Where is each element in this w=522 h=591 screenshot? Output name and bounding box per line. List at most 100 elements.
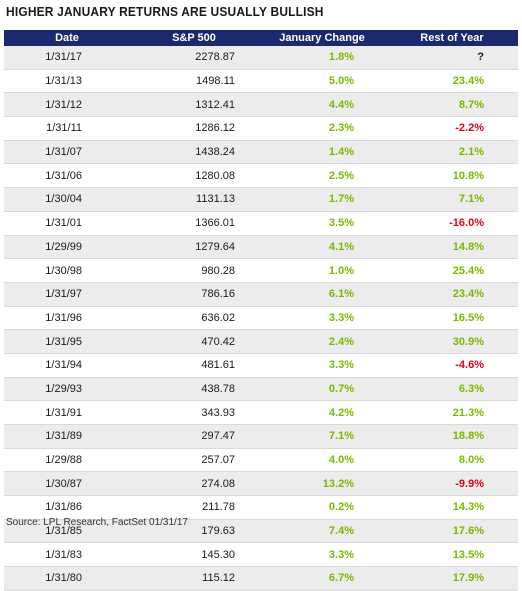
cell-sp500: 786.16 [130, 288, 258, 300]
table-row: 1/31/95 470.42 2.4% 30.9% [4, 330, 518, 354]
cell-date-value: 1/31/17 [45, 51, 82, 64]
cell-date-value: 1/31/11 [46, 122, 82, 135]
cell-january-change-value: 3.3% [328, 311, 354, 324]
cell-january-change-value: 13.2% [322, 477, 354, 490]
cell-rest-of-year: 17.6% [386, 525, 518, 537]
cell-sp500: 145.30 [130, 549, 258, 561]
cell-date-value: 1/31/80 [45, 572, 82, 585]
cell-january-change-value: 2.5% [328, 169, 354, 182]
header-january-change: January Change [279, 32, 365, 44]
table-header: Date S&P 500 January Change Rest of Year [4, 30, 518, 46]
cell-january-change-value: 3.3% [328, 548, 354, 561]
cell-sp500: 1366.01 [130, 217, 258, 229]
cell-rest-of-year-value: 6.3% [458, 382, 484, 395]
cell-date: 1/31/86 [4, 501, 130, 513]
cell-sp500: 1279.64 [130, 241, 258, 253]
cell-sp500: 115.12 [130, 572, 258, 584]
cell-date: 1/30/04 [4, 193, 130, 205]
cell-date: 1/29/88 [4, 454, 130, 466]
table-row: 1/31/86 211.78 0.2% 14.3% [4, 496, 518, 520]
cell-date: 1/31/97 [4, 288, 130, 300]
cell-january-change: 0.2% [258, 501, 386, 513]
cell-sp500-value: 274.08 [201, 477, 235, 490]
cell-date-value: 1/31/97 [45, 288, 82, 301]
cell-date-value: 1/29/88 [45, 454, 82, 467]
cell-january-change: 3.3% [258, 312, 386, 324]
cell-january-change: 2.3% [258, 122, 386, 134]
cell-january-change: 1.8% [258, 51, 386, 63]
cell-january-change: 2.4% [258, 336, 386, 348]
cell-date-value: 1/31/07 [45, 146, 82, 159]
cell-rest-of-year: -4.6% [386, 359, 518, 371]
cell-january-change-value: 1.7% [328, 193, 354, 206]
cell-rest-of-year: 13.5% [386, 549, 518, 561]
cell-rest-of-year: 17.9% [386, 572, 518, 584]
table-row: 1/31/01 1366.01 3.5% -16.0% [4, 211, 518, 236]
cell-sp500-value: 343.93 [201, 406, 235, 419]
cell-january-change: 7.1% [258, 430, 386, 442]
cell-sp500: 636.02 [130, 312, 258, 324]
cell-sp500: 1438.24 [130, 146, 258, 158]
table-row: 1/29/99 1279.64 4.1% 14.8% [4, 235, 518, 260]
cell-date-value: 1/30/04 [45, 193, 82, 206]
cell-rest-of-year-value: -4.6% [455, 359, 484, 372]
cell-sp500: 1312.41 [130, 99, 258, 111]
header-rest-of-year: Rest of Year [420, 32, 484, 44]
cell-date: 1/31/85 [4, 525, 130, 537]
cell-date: 1/31/80 [4, 572, 130, 584]
chart-title: HIGHER JANUARY RETURNS ARE USUALLY BULLI… [6, 4, 324, 19]
table-row: 1/31/89 297.47 7.1% 18.8% [4, 425, 518, 449]
cell-rest-of-year-value: 23.4% [452, 288, 484, 301]
cell-january-change: 6.1% [258, 288, 386, 300]
cell-sp500-value: 297.47 [201, 430, 235, 443]
cell-sp500: 1280.08 [130, 170, 258, 182]
cell-sp500-value: 257.07 [201, 454, 235, 467]
cell-rest-of-year: 14.3% [386, 501, 518, 513]
cell-sp500-value: 115.12 [202, 572, 235, 585]
cell-january-change: 4.2% [258, 407, 386, 419]
cell-date-value: 1/30/87 [45, 477, 82, 490]
cell-sp500: 297.47 [130, 430, 258, 442]
cell-sp500-value: 438.78 [201, 382, 235, 395]
cell-date: 1/31/95 [4, 336, 130, 348]
cell-date-value: 1/31/06 [45, 169, 82, 182]
table-row: 1/31/80 115.12 6.7% 17.9% [4, 567, 518, 591]
cell-rest-of-year-value: -9.9% [455, 477, 484, 490]
cell-january-change: 4.1% [258, 241, 386, 253]
cell-rest-of-year: 23.4% [386, 75, 518, 87]
cell-sp500-value: 1366.01 [195, 217, 235, 230]
cell-rest-of-year-value: 23.4% [452, 75, 484, 88]
cell-sp500: 1286.12 [130, 122, 258, 134]
cell-date-value: 1/31/83 [45, 548, 82, 561]
cell-sp500: 438.78 [130, 383, 258, 395]
cell-january-change: 1.0% [258, 265, 386, 277]
cell-rest-of-year: -9.9% [386, 478, 518, 490]
table-row: 1/30/87 274.08 13.2% -9.9% [4, 472, 518, 497]
cell-rest-of-year: 8.0% [386, 454, 518, 466]
cell-rest-of-year-value: 10.8% [452, 169, 484, 182]
cell-january-change-value: 1.4% [328, 146, 354, 159]
cell-january-change-value: 0.7% [328, 382, 354, 395]
cell-rest-of-year: 2.1% [386, 146, 518, 158]
table-row: 1/31/11 1286.12 2.3% -2.2% [4, 117, 518, 141]
cell-date: 1/31/11 [4, 122, 130, 134]
cell-sp500-value: 470.42 [201, 335, 235, 348]
cell-date-value: 1/29/99 [45, 240, 82, 253]
cell-rest-of-year-value: 13.5% [452, 548, 484, 561]
cell-date: 1/31/07 [4, 146, 130, 158]
cell-date-value: 1/31/91 [45, 406, 82, 419]
cell-january-change-value: 5.0% [328, 75, 354, 88]
cell-date: 1/29/93 [4, 383, 130, 395]
cell-rest-of-year: 30.9% [386, 336, 518, 348]
table-row: 1/31/91 343.93 4.2% 21.3% [4, 401, 518, 425]
cell-january-change: 4.4% [258, 99, 386, 111]
cell-rest-of-year-value: 14.3% [452, 501, 484, 514]
cell-rest-of-year-value: 14.8% [452, 240, 484, 253]
cell-date: 1/31/12 [4, 99, 130, 111]
table-row: 1/31/07 1438.24 1.4% 2.1% [4, 140, 518, 165]
cell-january-change-value: 3.3% [328, 359, 354, 372]
cell-date: 1/29/99 [4, 241, 130, 253]
cell-rest-of-year: -16.0% [386, 217, 518, 229]
cell-sp500-value: 980.28 [201, 264, 235, 277]
cell-sp500: 274.08 [130, 478, 258, 490]
